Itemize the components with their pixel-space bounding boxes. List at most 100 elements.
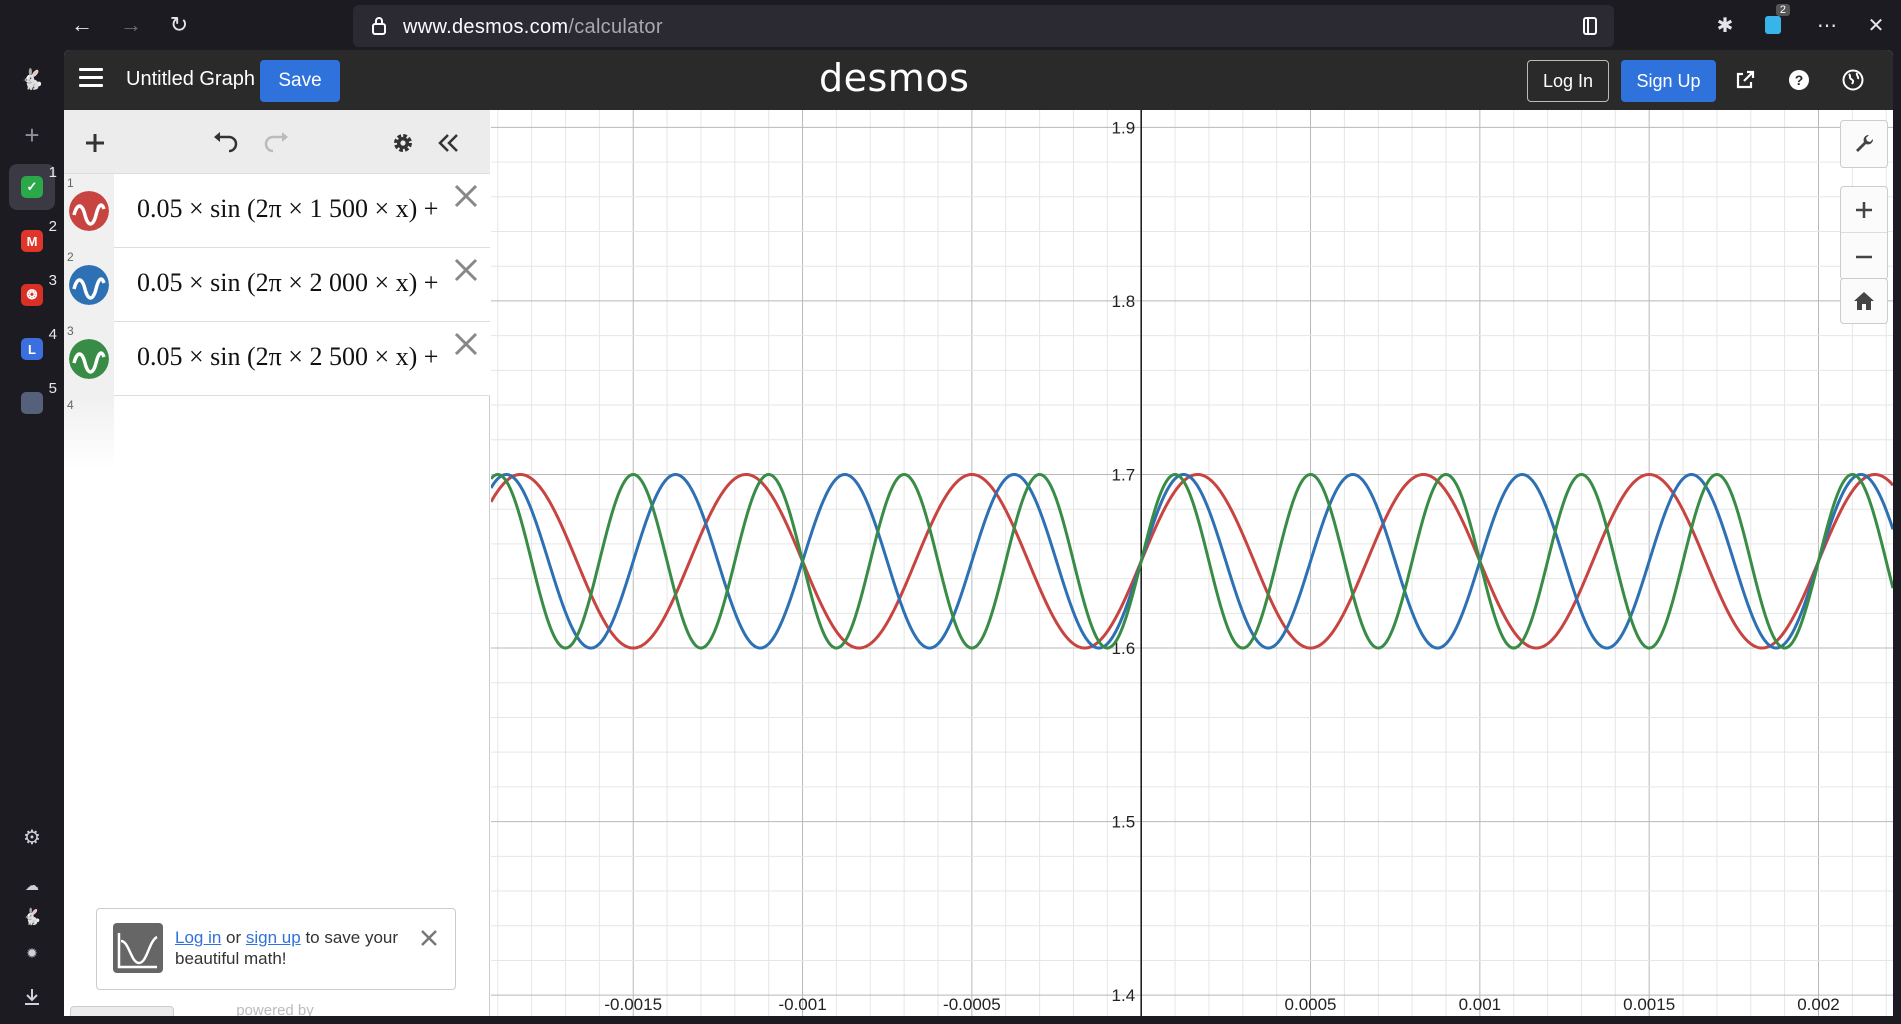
- login-link[interactable]: Log in: [175, 928, 222, 947]
- extension-icon[interactable]: 2: [1758, 4, 1790, 40]
- expression-gutter: 2: [64, 248, 114, 322]
- save-promo: Log in or sign up to save your beautiful…: [96, 908, 456, 990]
- expression-gutter: 3: [64, 322, 114, 396]
- sidebar-tab-5[interactable]: 5: [9, 380, 57, 426]
- y-tick-label: 1.8: [1112, 292, 1136, 311]
- x-tick-label: -0.001: [778, 995, 826, 1014]
- double-chevron-left-icon[interactable]: [432, 126, 466, 160]
- reader-view-icon[interactable]: [1580, 15, 1602, 37]
- expression-math[interactable]: 0.05 × sin (2π × 2 500 × x) +: [137, 342, 439, 371]
- globe-icon[interactable]: [1838, 65, 1868, 95]
- gear-icon[interactable]: [386, 126, 420, 160]
- expression-number: 1: [67, 176, 74, 190]
- empty-expression-gutter[interactable]: 4: [64, 396, 114, 470]
- extensions-puzzle-icon[interactable]: ✱: [1716, 14, 1734, 37]
- series-curve-2: [491, 472, 1893, 650]
- share-icon[interactable]: [1730, 65, 1760, 95]
- desmos-logo: desmos: [819, 56, 970, 100]
- sine-wave-icon[interactable]: [69, 191, 109, 231]
- close-window-icon[interactable]: ✕: [1867, 14, 1885, 37]
- y-tick-label: 1.5: [1112, 813, 1136, 832]
- extension-badge: 2: [1775, 4, 1790, 16]
- desmos-header: Untitled Graph Save desmos Log In Sign U…: [64, 50, 1893, 110]
- tab-favicon-icon: ✓: [21, 176, 43, 198]
- delete-expression-icon[interactable]: [452, 182, 480, 210]
- url-host: www.desmos.com: [403, 16, 569, 38]
- forward-arrow-icon[interactable]: →: [120, 12, 142, 37]
- y-tick-label: 1.7: [1112, 465, 1136, 484]
- help-icon[interactable]: ?: [1784, 65, 1814, 95]
- plus-icon[interactable]: [78, 126, 112, 160]
- rabbit-icon[interactable]: 🐇: [22, 909, 42, 926]
- promo-rest: to save your beautiful math!: [175, 928, 399, 968]
- close-icon[interactable]: [420, 929, 438, 947]
- zoom-in-icon[interactable]: [1841, 187, 1887, 233]
- x-tick-label: 0.0005: [1285, 995, 1337, 1014]
- promo-or: or: [221, 928, 246, 947]
- signup-link[interactable]: sign up: [245, 928, 301, 947]
- home-icon[interactable]: [1840, 278, 1888, 324]
- browser-toolbar: ← → ↻ www.desmos.com/calculator ✱ 2 ⋯ ✕: [64, 0, 1901, 50]
- tab-favicon-icon: L: [21, 338, 43, 360]
- tab-favicon-icon: ❂: [21, 284, 43, 306]
- reload-icon[interactable]: ↻: [169, 12, 189, 37]
- expression-gutter: 1: [64, 174, 114, 248]
- sine-wave-icon[interactable]: [69, 339, 109, 379]
- graph-paper[interactable]: 1.9 1.8 1.7 1.6 1.5 1.4 -0.0015 -0.001 -0.0005 0.…: [491, 110, 1893, 1016]
- zoom-controls: [1840, 186, 1888, 280]
- expression-number: 4: [67, 398, 74, 412]
- sidebar-tab-1[interactable]: ✓ 1: [9, 164, 57, 210]
- more-menu-icon[interactable]: ⋯: [1817, 14, 1837, 37]
- delete-expression-icon[interactable]: [452, 330, 480, 358]
- sidebar-tab-3[interactable]: ❂ 3: [9, 272, 57, 318]
- zoom-out-icon[interactable]: [1841, 234, 1887, 280]
- y-tick-label: 1.9: [1112, 118, 1136, 137]
- expression-math[interactable]: 0.05 × sin (2π × 1 500 × x) +: [137, 194, 439, 223]
- x-tick-label: 0.002: [1797, 995, 1840, 1014]
- sine-wave-icon[interactable]: [69, 265, 109, 305]
- desmos-graph-logo-icon: [113, 923, 163, 973]
- hamburger-icon[interactable]: [79, 68, 103, 92]
- url-text: www.desmos.com/calculator: [403, 16, 663, 39]
- download-icon[interactable]: [9, 974, 55, 1020]
- powered-by-label: powered by: [236, 1002, 314, 1016]
- back-arrow-icon[interactable]: ←: [71, 12, 93, 37]
- save-button[interactable]: Save: [260, 60, 340, 102]
- login-button[interactable]: Log In: [1527, 60, 1609, 102]
- sidebar-rabbit-icon[interactable]: 🐇: [19, 68, 45, 91]
- expression-math[interactable]: 0.05 × sin (2π × 2 000 × x) +: [137, 268, 439, 297]
- powered-by: powered by desmos: [220, 1002, 330, 1016]
- signup-button[interactable]: Sign Up: [1621, 60, 1716, 102]
- graph-canvas[interactable]: 1.9 1.8 1.7 1.6 1.5 1.4 -0.0015 -0.001 -0.0005 0.…: [491, 110, 1893, 1016]
- tab-favicon-icon: M: [21, 230, 43, 252]
- graph-title[interactable]: Untitled Graph: [126, 68, 255, 90]
- wrench-icon[interactable]: [1840, 120, 1888, 168]
- expression-row[interactable]: 3 0.05 × sin (2π × 2 500 × x) +: [64, 322, 490, 396]
- url-bar[interactable]: www.desmos.com/calculator: [353, 5, 1614, 47]
- desmos-app: Untitled Graph Save desmos Log In Sign U…: [64, 50, 1893, 1016]
- powered-by-brand: desmos: [220, 1015, 330, 1016]
- undo-icon[interactable]: [208, 126, 242, 160]
- expression-panel: 1 0.05 × sin (2π × 1 500 × x) + 2 0.05 × si…: [64, 110, 490, 1016]
- expression-row[interactable]: 1 0.05 × sin (2π × 1 500 × x) +: [64, 174, 490, 248]
- tab-number: 3: [48, 272, 57, 289]
- keyboard-toggle-button[interactable]: [70, 1006, 174, 1016]
- expression-number: 3: [67, 324, 74, 338]
- new-tab-plus-icon[interactable]: +: [24, 119, 40, 150]
- url-path: /calculator: [568, 16, 663, 38]
- redo-icon[interactable]: [260, 126, 294, 160]
- bug-icon[interactable]: ✹: [26, 944, 38, 961]
- y-tick-label: 1.6: [1112, 639, 1136, 658]
- expression-row[interactable]: 2 0.05 × sin (2π × 2 000 × x) +: [64, 248, 490, 322]
- tab-number: 5: [48, 380, 57, 397]
- cloud-icon[interactable]: ☁: [25, 876, 39, 893]
- lock-icon: [372, 17, 386, 35]
- x-tick-label: 0.001: [1459, 995, 1502, 1014]
- delete-expression-icon[interactable]: [452, 256, 480, 284]
- promo-text: Log in or sign up to save your beautiful…: [175, 927, 415, 969]
- x-tick-label: -0.0005: [943, 995, 1001, 1014]
- tab-favicon-icon: [21, 392, 43, 414]
- settings-gear-icon[interactable]: ⚙: [23, 826, 41, 849]
